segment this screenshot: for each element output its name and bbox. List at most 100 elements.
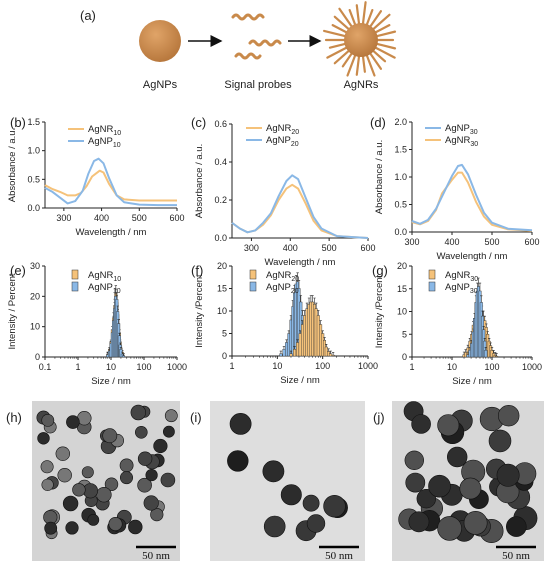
agnr-spike bbox=[338, 7, 354, 29]
x-axis-label: Wavelength / nm bbox=[76, 227, 147, 238]
legend-label: AgNP10 bbox=[88, 282, 121, 295]
series-line-AgNR20 bbox=[231, 183, 369, 239]
x-tick-label: 100 bbox=[315, 361, 330, 371]
legend-swatch bbox=[428, 269, 436, 280]
y-axis-label: Intensity / Percent bbox=[7, 273, 18, 349]
error-bar bbox=[289, 350, 293, 354]
y-axis-label: Intensity /Percent bbox=[194, 274, 205, 348]
y-tick-label: 1.0 bbox=[27, 146, 40, 156]
agnr-spike bbox=[361, 53, 366, 73]
x-axis-label: Size / nm bbox=[452, 376, 492, 387]
legend-label: AgNR20 bbox=[266, 270, 299, 283]
x-tick-label: 1000 bbox=[522, 362, 542, 372]
error-bar bbox=[325, 344, 328, 347]
agnr-spike bbox=[361, 1, 367, 27]
legend-label: AgNP30 bbox=[445, 123, 478, 136]
error-bar bbox=[495, 353, 498, 357]
agnr-core bbox=[344, 23, 378, 57]
tem-particle bbox=[505, 516, 527, 537]
y-tick-label: 5 bbox=[222, 329, 227, 339]
tem-particle bbox=[150, 507, 164, 522]
error-bar bbox=[117, 319, 120, 324]
agnr-particle-icon bbox=[323, 1, 397, 77]
x-tick-label: 1 bbox=[229, 361, 234, 371]
error-bar bbox=[493, 352, 497, 356]
agnr-spike bbox=[333, 15, 351, 32]
error-bar bbox=[115, 292, 119, 300]
y-axis-label: Absorbance / a.u. bbox=[194, 144, 205, 218]
legend-swatch bbox=[71, 281, 79, 292]
y-tick-label: 0.0 bbox=[27, 203, 40, 213]
agnr-spike bbox=[365, 52, 376, 77]
agnr-spike bbox=[346, 52, 357, 77]
error-bar bbox=[282, 346, 286, 350]
series-line-AgNR30 bbox=[411, 171, 533, 232]
x-tick-label: 1 bbox=[409, 362, 414, 372]
error-bar bbox=[299, 330, 302, 334]
error-bar bbox=[313, 297, 316, 305]
x-axis-label: Size / nm bbox=[91, 376, 131, 387]
tem-particle bbox=[405, 472, 426, 493]
agnr-spike bbox=[374, 30, 397, 38]
tem-particle bbox=[120, 471, 134, 485]
panel-label-i: (i) bbox=[190, 410, 202, 425]
tem-particle bbox=[437, 414, 460, 437]
y-tick-label: 1.5 bbox=[394, 145, 407, 155]
tem-particle bbox=[143, 495, 159, 511]
tem-particle bbox=[416, 489, 436, 509]
tem-particle bbox=[57, 468, 72, 483]
y-tick-label: 0.0 bbox=[394, 227, 407, 237]
tem-particle bbox=[137, 477, 152, 493]
tem-particle bbox=[164, 409, 178, 423]
error-bar bbox=[317, 310, 320, 316]
tem-particle bbox=[280, 484, 302, 506]
x-tick-label: 10 bbox=[447, 362, 457, 372]
series-line-AgNR10 bbox=[44, 169, 177, 202]
agnr-spike bbox=[355, 53, 361, 76]
legend-swatch bbox=[249, 269, 257, 280]
error-bar bbox=[297, 280, 301, 289]
error-bar bbox=[327, 348, 330, 352]
error-bar bbox=[119, 347, 123, 350]
x-tick-label: 300 bbox=[56, 213, 71, 223]
x-tick-label: 0.1 bbox=[39, 362, 52, 372]
chart-e: (e) 0 10 20 30 0.1 1 10 100 1000 Size / nm Intensit… bbox=[7, 261, 187, 387]
y-tick-label: 0 bbox=[35, 352, 40, 362]
x-tick-label: 600 bbox=[169, 213, 184, 223]
tem-particle bbox=[65, 521, 79, 535]
agnr-spike bbox=[355, 4, 361, 27]
error-bar bbox=[296, 339, 299, 343]
error-bar bbox=[490, 347, 494, 351]
legend-label: AgNR10 bbox=[88, 124, 121, 137]
tem-particle bbox=[41, 478, 54, 491]
agnr-spike bbox=[373, 45, 396, 59]
agnr-spike bbox=[333, 48, 351, 65]
error-bar bbox=[307, 297, 311, 305]
legend-swatch bbox=[71, 269, 79, 280]
tem-particle bbox=[160, 472, 176, 488]
tem-particle bbox=[229, 412, 252, 435]
error-bar bbox=[314, 302, 318, 309]
tem-particle bbox=[87, 514, 100, 526]
error-bar bbox=[296, 272, 299, 282]
tem-particle bbox=[411, 414, 431, 434]
x-tick-label: 300 bbox=[404, 237, 419, 247]
bar-AgNP20 bbox=[282, 349, 286, 357]
tem-particle bbox=[496, 463, 520, 487]
x-tick-label: 1 bbox=[75, 362, 80, 372]
chart-b: (b) 0.0 0.5 1.0 1.5 300 400 500 600 Wavelength / … bbox=[7, 115, 185, 238]
x-tick-label: 500 bbox=[132, 213, 147, 223]
tem-particle bbox=[153, 438, 168, 454]
tem-particle bbox=[437, 516, 462, 541]
x-tick-label: 400 bbox=[444, 237, 459, 247]
tem-particle bbox=[428, 474, 451, 498]
y-tick-label: 30 bbox=[30, 261, 40, 271]
legend-label: AgNP20 bbox=[266, 135, 299, 148]
x-tick-label: 600 bbox=[524, 237, 539, 247]
error-bar bbox=[331, 352, 335, 356]
legend-swatch bbox=[428, 281, 436, 292]
x-tick-label: 1000 bbox=[167, 362, 187, 372]
x-tick-label: 1000 bbox=[358, 361, 378, 371]
agnr-spike bbox=[368, 10, 382, 29]
